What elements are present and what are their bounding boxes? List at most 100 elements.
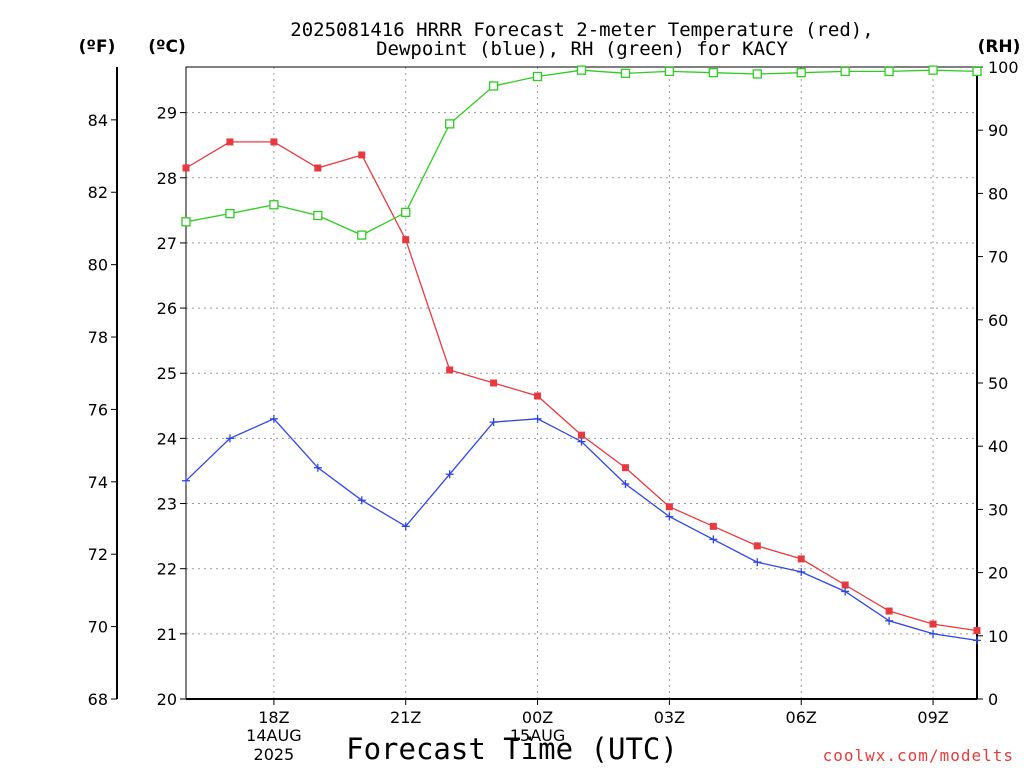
fahrenheit-tick-label: 80 — [88, 256, 108, 275]
fahrenheit-tick-label: 84 — [88, 111, 108, 130]
dewpoint-point — [489, 418, 498, 427]
dewpoint-point — [665, 512, 674, 521]
rh-tick-label: 20 — [988, 564, 1008, 583]
dewpoint-point — [973, 636, 981, 645]
temperature-point — [665, 503, 673, 511]
rh-point — [181, 217, 191, 227]
temperature-point — [709, 522, 717, 530]
x-tick-label: 21Z — [390, 708, 421, 727]
fahrenheit-tick-label: 72 — [88, 545, 108, 564]
temperature-point — [621, 464, 629, 472]
dewpoint-point — [401, 522, 410, 531]
celsius-tick-label: 26 — [157, 299, 177, 318]
x-tick-label: 03Z — [654, 708, 685, 727]
temperature-point — [973, 627, 981, 635]
rh-point — [752, 69, 762, 79]
x-tick-date-label: 15AUG — [510, 726, 565, 745]
rh-point — [401, 207, 411, 218]
temperature-point — [578, 431, 585, 439]
celsius-tick-label: 27 — [157, 234, 177, 253]
rh-point — [357, 230, 367, 240]
temperature-point — [314, 164, 322, 172]
rh-tick-label: 70 — [988, 248, 1008, 267]
rh-unit-label: (RH) — [978, 37, 1021, 57]
dewpoint-point — [753, 558, 762, 567]
dewpoint-point — [182, 476, 190, 485]
rh-point — [620, 68, 631, 78]
temperature-point — [929, 620, 937, 628]
chart-title-line-1: 2025081416 HRRR Forecast 2-meter Tempera… — [290, 19, 873, 41]
celsius-tick-label: 21 — [157, 625, 177, 644]
temperature-point — [885, 607, 893, 615]
rh-point — [269, 200, 279, 210]
rh-tick-label: 90 — [988, 121, 1008, 140]
dewpoint-point — [709, 535, 718, 544]
dewpoint-point — [797, 567, 806, 576]
rh-point — [972, 66, 982, 77]
dewpoint-point — [445, 470, 454, 479]
x-tick-date-label: 2025 — [254, 745, 295, 764]
celsius-tick-label: 24 — [157, 429, 177, 448]
celsius-tick-label: 22 — [157, 560, 177, 579]
celsius-tick-label: 28 — [157, 169, 177, 188]
rh-point — [796, 68, 806, 78]
temperature-point — [753, 542, 761, 550]
dewpoint-point — [269, 414, 278, 423]
temperature-point — [226, 138, 234, 146]
dewpoint-point — [357, 496, 366, 505]
temperature-point — [182, 164, 190, 172]
rh-point — [884, 66, 894, 77]
rh-point — [708, 68, 718, 78]
temperature-point — [534, 392, 542, 400]
rh-tick-label: 30 — [988, 500, 1008, 519]
x-tick-label: 00Z — [522, 708, 553, 727]
rh-tick-label: 60 — [988, 311, 1008, 330]
fahrenheit-tick-label: 68 — [88, 690, 108, 709]
rh-tick-label: 40 — [988, 437, 1008, 456]
temperature-point — [446, 366, 454, 374]
temperature-point — [358, 151, 366, 159]
temperature-point — [402, 236, 410, 244]
celsius-tick-label: 29 — [157, 104, 177, 123]
fahrenheit-tick-label: 78 — [88, 328, 108, 347]
rh-tick-label: 10 — [988, 627, 1008, 646]
temperature-point — [841, 581, 849, 589]
dewpoint-point — [885, 616, 894, 625]
source-credit: coolwx.com/modelts — [823, 746, 1014, 765]
x-tick-label: 18Z — [258, 708, 289, 727]
dewpoint-point — [577, 437, 586, 446]
dewpoint-point — [841, 587, 850, 596]
grid-lines — [186, 67, 977, 700]
x-tick-label: 06Z — [786, 708, 817, 727]
rh-tick-label: 0 — [988, 690, 998, 709]
rh-point — [532, 71, 543, 82]
dewpoint-point — [621, 479, 630, 488]
x-axis-title: Forecast Time (UTC) — [346, 732, 678, 766]
celsius-unit-label: (ºC) — [148, 37, 186, 57]
data-series — [181, 65, 982, 645]
chart-title-line-2: Dewpoint (blue), RH (green) for KACY — [376, 38, 788, 60]
temperature-point — [490, 379, 498, 387]
rh-series — [181, 65, 982, 240]
dewpoint-point — [225, 434, 234, 443]
temperature-point — [797, 555, 805, 563]
temperature-point — [270, 138, 278, 146]
dewpoint-point — [313, 463, 322, 472]
axes: 68 70 72 74 76 78 80 82 84 20 21 22 23 24 25 26 27 28 29 0 1… — [88, 58, 1019, 764]
celsius-tick-label: 20 — [157, 690, 177, 709]
x-tick-label: 09Z — [917, 708, 948, 727]
x-tick-date-label: 14AUG — [246, 726, 301, 745]
rh-point — [445, 119, 455, 129]
dewpoint-point — [533, 414, 542, 423]
rh-tick-label: 80 — [988, 184, 1008, 203]
temperature-series — [182, 138, 981, 635]
rh-point — [313, 210, 323, 221]
celsius-tick-label: 23 — [157, 495, 177, 514]
fahrenheit-tick-label: 82 — [88, 183, 108, 202]
dewpoint-line — [185, 418, 978, 642]
rh-point — [225, 208, 235, 219]
rh-point — [488, 81, 499, 91]
fahrenheit-tick-label: 74 — [88, 473, 108, 492]
rh-point — [664, 66, 675, 77]
